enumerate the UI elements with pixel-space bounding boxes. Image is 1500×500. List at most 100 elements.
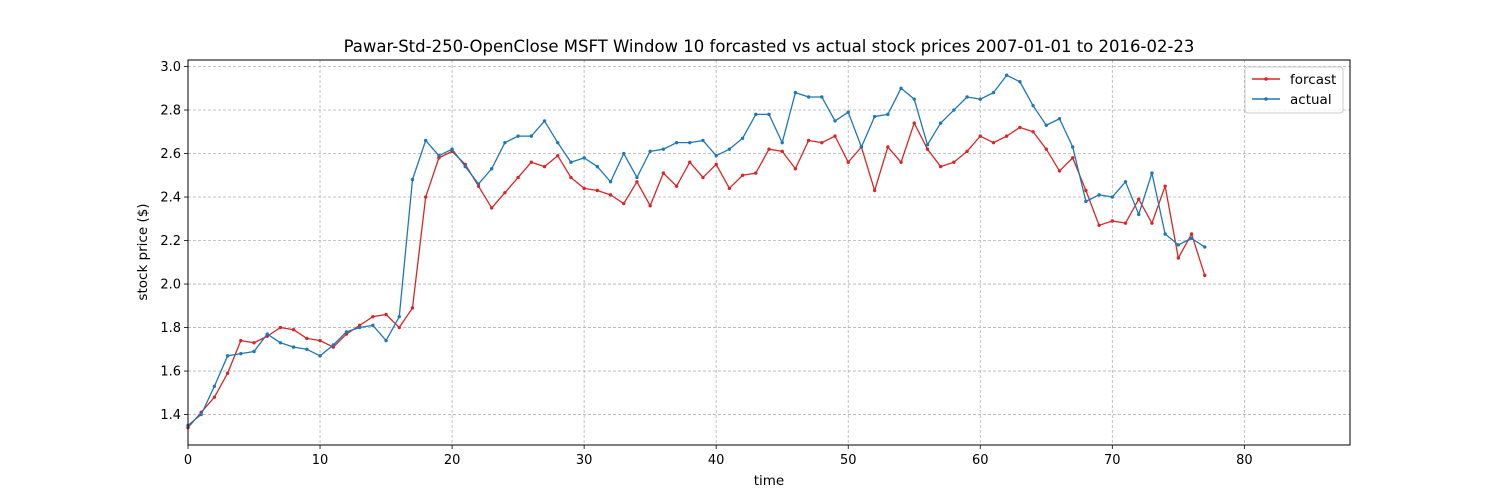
data-point-forcast: [516, 175, 520, 180]
data-point-actual: [952, 108, 956, 112]
data-point-forcast: [371, 314, 375, 319]
data-point-actual: [265, 332, 269, 336]
data-point-actual: [582, 156, 586, 160]
data-point-forcast: [1176, 256, 1181, 260]
data-point-actual: [239, 351, 243, 356]
data-point-actual: [357, 325, 362, 330]
data-point-actual: [225, 354, 230, 358]
series-forcast: [186, 121, 1207, 430]
data-point-actual: [371, 323, 375, 328]
data-point-forcast: [674, 184, 679, 188]
data-point-actual: [925, 143, 930, 147]
y-tick-label: 2.2: [160, 234, 181, 249]
data-point-actual: [965, 95, 969, 99]
data-point-actual: [450, 147, 454, 151]
data-point-forcast: [1071, 156, 1075, 160]
data-point-actual: [1071, 145, 1075, 149]
data-point-actual: [701, 138, 705, 143]
data-point-actual: [252, 349, 256, 354]
data-point-actual: [490, 167, 494, 171]
data-point-actual: [437, 154, 441, 158]
data-point-forcast: [278, 325, 283, 330]
data-point-actual: [423, 138, 428, 143]
data-point-actual: [199, 412, 203, 417]
x-tick-label: 30: [576, 453, 593, 468]
data-point-forcast: [318, 338, 322, 343]
data-point-actual: [833, 119, 837, 123]
data-point-actual: [331, 343, 335, 347]
data-point-forcast: [490, 206, 494, 210]
data-point-actual: [754, 112, 758, 117]
data-point-forcast: [912, 121, 916, 125]
data-point-actual: [727, 147, 732, 151]
data-point-actual: [1123, 180, 1128, 184]
legend: forcast actual: [1244, 66, 1344, 114]
legend-label-actual: actual: [1290, 92, 1332, 108]
data-point-forcast: [952, 160, 956, 164]
data-point-forcast: [661, 171, 666, 175]
data-point-actual: [846, 110, 850, 114]
data-point-forcast: [1031, 130, 1035, 134]
data-point-forcast: [410, 306, 415, 310]
data-point-forcast: [542, 164, 547, 169]
data-point-actual: [397, 314, 401, 319]
data-point-forcast: [291, 328, 296, 332]
data-point-forcast: [556, 154, 560, 158]
data-point-actual: [1084, 199, 1088, 204]
data-point-actual: [1018, 80, 1022, 84]
legend-marker-forcast: [1264, 77, 1268, 81]
data-point-actual: [872, 114, 877, 119]
data-point-forcast: [1163, 184, 1167, 188]
data-point-forcast: [1123, 221, 1128, 225]
ticks-layer: 0 10 20 30 40 50 60 70 80 1.4 1.6 1.8 2.0 2.2 2.4 2.6 2.…: [160, 60, 1252, 468]
data-point-actual: [740, 136, 745, 141]
data-point-forcast: [503, 190, 507, 195]
data-point-forcast: [1097, 223, 1101, 228]
x-tick-label: 60: [972, 453, 989, 468]
data-point-actual: [938, 121, 943, 125]
data-point-forcast: [1189, 232, 1194, 236]
y-tick-label: 2.0: [160, 278, 181, 293]
x-tick-label: 40: [708, 453, 725, 468]
data-point-actual: [1137, 212, 1141, 217]
series-line-actual: [187, 74, 1206, 426]
data-point-forcast: [780, 149, 784, 154]
data-point-actual: [780, 140, 784, 145]
data-point-forcast: [252, 341, 256, 345]
series-layer: [186, 73, 1207, 430]
data-point-forcast: [740, 173, 745, 177]
data-point-forcast: [582, 186, 586, 191]
data-point-forcast: [1137, 197, 1141, 201]
x-tick-label: 70: [1104, 453, 1121, 468]
data-point-actual: [595, 164, 600, 169]
data-point-actual: [410, 177, 415, 182]
data-point-actual: [463, 164, 467, 169]
data-point-forcast: [1150, 221, 1154, 225]
data-point-actual: [212, 384, 217, 388]
data-point-actual: [542, 119, 547, 123]
data-point-forcast: [701, 175, 705, 180]
data-point-forcast: [595, 188, 600, 193]
data-point-forcast: [384, 312, 388, 317]
data-point-forcast: [1004, 134, 1009, 138]
data-point-actual: [556, 140, 560, 145]
data-point-forcast: [225, 371, 230, 375]
data-point-actual: [714, 154, 718, 158]
data-point-forcast: [608, 193, 613, 197]
data-point-actual: [1031, 103, 1035, 108]
data-point-forcast: [1203, 273, 1207, 278]
data-point-forcast: [793, 167, 798, 171]
data-point-actual: [1176, 243, 1181, 247]
data-point-actual: [384, 338, 388, 343]
data-point-forcast: [305, 336, 309, 341]
data-point-forcast: [1044, 147, 1049, 151]
x-tick-label: 80: [1236, 453, 1253, 468]
data-point-actual: [661, 147, 666, 151]
data-point-forcast: [648, 204, 652, 208]
data-point-forcast: [635, 180, 639, 184]
data-point-forcast: [978, 134, 982, 138]
y-tick-label: 3.0: [160, 60, 181, 75]
data-point-forcast: [1018, 125, 1022, 130]
data-point-actual: [859, 145, 864, 149]
